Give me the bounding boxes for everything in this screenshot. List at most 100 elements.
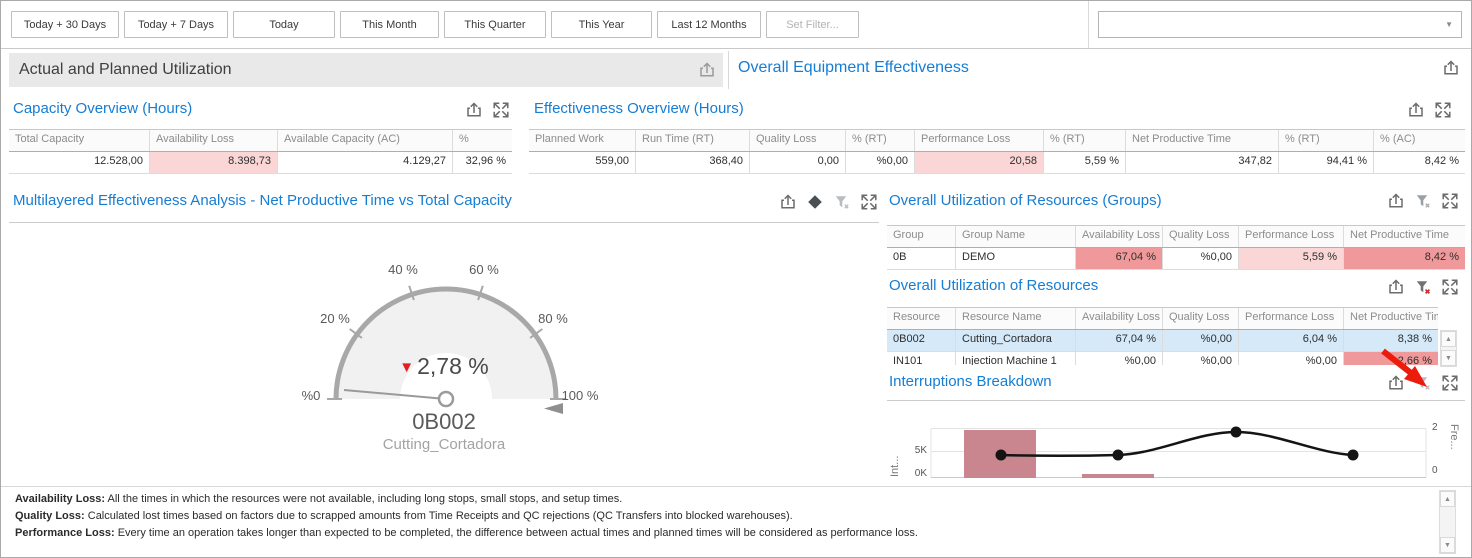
column-header: % (RT) [1279, 130, 1374, 151]
column-header[interactable]: Performance Loss [1239, 226, 1344, 247]
column-header[interactable]: Net Productive Time [1350, 311, 1438, 323]
button-this-quarter[interactable]: This Quarter [444, 11, 546, 38]
footer-separator [1, 486, 1471, 487]
definition-term: Performance Loss: [15, 527, 115, 539]
column-header[interactable]: Quality Loss [1163, 308, 1239, 329]
definition-availability-loss: Availability Loss: All the times in whic… [15, 491, 918, 508]
definition-text: All the times in which the resources wer… [105, 493, 623, 505]
resources-table-scrollbar[interactable]: ▲ ▼ [1440, 330, 1457, 367]
column-header: Net Productive Time [1126, 130, 1279, 151]
filter-dropdown[interactable]: ▼ [1098, 11, 1462, 38]
export-icon[interactable] [1387, 192, 1405, 210]
gauge-pivot [437, 390, 455, 408]
footer-scrollbar[interactable]: ▲ ▼ [1439, 490, 1456, 554]
frequency-points [995, 426, 1359, 461]
cell-quality-loss: %0,00 [1163, 352, 1239, 365]
cell-availability-loss: 67,04 % [1076, 330, 1163, 351]
cell-availability-loss: %0,00 [1076, 352, 1163, 365]
cell-total-capacity: 12.528,00 [9, 152, 150, 173]
gauge-tick-label: 80 % [538, 311, 568, 326]
cell-performance-loss: %0,00 [1239, 352, 1344, 365]
column-header[interactable]: Group [887, 226, 956, 247]
column-header: Planned Work [529, 130, 636, 151]
cell-percent: 32,96 % [465, 155, 506, 167]
cell-net-productive-pct-rt: 94,41 % [1279, 152, 1374, 173]
table-row: 12.528,00 8.398,73 4.129,27 32,96 % [9, 152, 512, 174]
column-header[interactable]: Quality Loss [1163, 226, 1239, 247]
column-header: Performance Loss [915, 130, 1044, 151]
column-header[interactable]: Group Name [956, 226, 1076, 247]
frequency-line [1000, 430, 1354, 457]
expand-icon[interactable] [1434, 101, 1452, 119]
filter-clear-active-icon[interactable] [1414, 278, 1432, 296]
annotation-arrow [1381, 348, 1427, 387]
expand-icon[interactable] [860, 193, 878, 211]
gauge-widget-title: Multilayered Effectiveness Analysis - Ne… [13, 192, 512, 209]
interruptions-right-axis-label: Fre... [1448, 424, 1460, 450]
cell-resource-name: Cutting_Cortadora [956, 330, 1076, 351]
export-icon[interactable] [1387, 278, 1405, 296]
column-header: Run Time (RT) [636, 130, 750, 151]
resources-table: Resource Resource Name Availability Loss… [887, 307, 1438, 365]
column-header[interactable]: Availability Loss [1076, 308, 1163, 329]
button-this-month[interactable]: This Month [340, 11, 439, 38]
column-header: % (RT) [846, 130, 915, 151]
groups-widget-toolbar [1387, 192, 1459, 210]
scroll-up-icon[interactable]: ▲ [1441, 331, 1456, 347]
gauge-value: ▼ 2,78 % [361, 353, 527, 380]
export-icon[interactable] [1387, 374, 1405, 392]
table-row[interactable]: 0B DEMO 67,04 % %0,00 5,59 % 8,42 % [887, 248, 1465, 270]
panel-header-actual-planned-utilization: Actual and Planned Utilization [9, 53, 723, 87]
right-axis-tick: 0 [1432, 465, 1438, 476]
scroll-up-icon[interactable]: ▲ [1440, 491, 1455, 507]
cell-resource: IN101 [887, 352, 956, 365]
cell-available-capacity: 4.129,27 [278, 152, 453, 173]
export-icon[interactable] [779, 193, 797, 211]
filter-clear-icon[interactable] [833, 193, 851, 211]
left-panel-toolbar [698, 61, 716, 79]
expand-icon[interactable] [1441, 374, 1459, 392]
cell-group: 0B [887, 248, 956, 269]
cell-performance-loss: 5,59 % [1239, 248, 1344, 269]
export-icon[interactable] [1407, 101, 1425, 119]
column-header[interactable]: Availability Loss [1076, 226, 1163, 247]
column-header[interactable]: Performance Loss [1239, 308, 1344, 329]
capacity-overview-toolbar [465, 101, 510, 119]
button-today-plus-7-days[interactable]: Today + 7 Days [124, 11, 228, 38]
table-row-selected[interactable]: 0B002 Cutting_Cortadora 67,04 % %0,00 6,… [887, 330, 1438, 352]
button-today-plus-30-days[interactable]: Today + 30 Days [11, 11, 119, 38]
resources-widget-toolbar [1387, 278, 1459, 296]
cell-quality-loss: 0,00 [750, 152, 846, 173]
button-today[interactable]: Today [233, 11, 335, 38]
button-last-12-months[interactable]: Last 12 Months [657, 11, 761, 38]
export-icon[interactable] [1442, 59, 1460, 77]
scroll-down-icon[interactable]: ▼ [1441, 350, 1456, 366]
export-icon[interactable] [698, 61, 716, 79]
gauge-tick-label: 40 % [388, 262, 418, 277]
button-set-filter[interactable]: Set Filter... [766, 11, 859, 38]
toolbar-divider [1088, 1, 1089, 48]
table-row[interactable]: IN101 Injection Machine 1 %0,00 %0,00 %0… [887, 352, 1438, 365]
left-axis-tick: 0K [914, 468, 927, 479]
filter-clear-icon[interactable] [1414, 192, 1432, 210]
column-header[interactable]: Resource Name [956, 308, 1076, 329]
column-header[interactable]: Resource [887, 308, 956, 329]
gauge-max-marker [544, 403, 563, 414]
scroll-down-icon[interactable]: ▼ [1440, 537, 1455, 553]
expand-icon[interactable] [1441, 278, 1459, 296]
gauge-tick-label: 100 % [562, 388, 599, 403]
loss-definitions: Availability Loss: All the times in whic… [15, 491, 918, 542]
gauge-widget-toolbar [779, 193, 878, 211]
cell-net-productive-time: 347,82 [1126, 152, 1279, 173]
export-icon[interactable] [465, 101, 483, 119]
layers-icon[interactable] [806, 193, 824, 211]
cell-quality-loss-pct: %0,00 [846, 152, 915, 173]
expand-icon[interactable] [492, 101, 510, 119]
expand-icon[interactable] [1441, 192, 1459, 210]
panel-header-left-title: Actual and Planned Utilization [19, 61, 232, 78]
cell-quality-loss: %0,00 [1163, 248, 1239, 269]
gauge-band [336, 289, 556, 399]
button-this-year[interactable]: This Year [551, 11, 652, 38]
column-header[interactable]: Net Productive Time [1350, 229, 1450, 241]
